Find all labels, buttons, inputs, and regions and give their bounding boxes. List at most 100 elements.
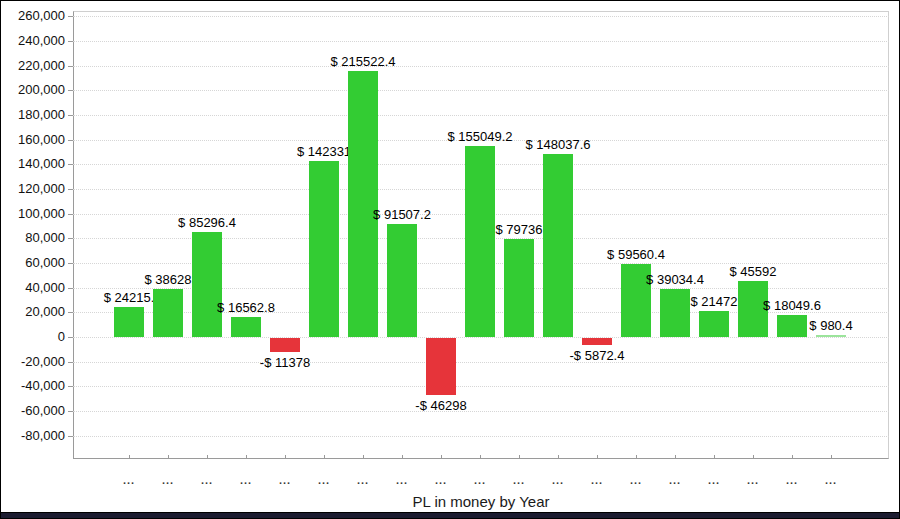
y-axis-label: 60,000 [3,256,65,270]
y-axis-label: 0 [3,330,65,344]
y-axis-tick [68,263,73,264]
bar-positive [348,71,378,337]
bar-value-label: -$ 46298 [415,398,466,413]
y-axis-tick [68,337,73,338]
x-axis-tick [129,455,130,459]
bar-positive [153,289,183,337]
x-axis-tick [636,455,637,459]
window-bottom-edge [1,512,899,518]
x-axis-tick [402,455,403,459]
x-axis-label: ... [279,475,291,485]
bar-positive [231,317,261,337]
y-axis-label: 220,000 [3,59,65,73]
y-axis-tick [68,16,73,17]
x-axis-tick [558,455,559,459]
x-axis-label: ... [825,475,837,485]
y-axis-tick [68,140,73,141]
y-axis-tick [68,189,73,190]
bar-value-label: $ 18049.6 [763,298,821,313]
y-axis-label: 120,000 [3,182,65,196]
y-axis-tick [68,66,73,67]
y-axis-tick [68,214,73,215]
bar-value-label: $ 45592 [730,264,777,279]
y-axis-tick [68,90,73,91]
y-axis-tick [68,115,73,116]
y-axis-tick [68,41,73,42]
gridline [73,90,889,91]
bar-positive [816,335,846,337]
bar-positive [192,232,222,337]
bar-positive [309,161,339,337]
bar-positive [777,315,807,337]
bar-positive [543,154,573,337]
x-axis-tick [207,455,208,459]
bar-value-label: $ 85296.4 [178,215,236,230]
bar-positive [114,307,144,337]
y-axis-tick [68,436,73,437]
y-axis-tick [68,411,73,412]
bar-value-label: $ 142331 [297,144,351,159]
bar-negative [270,338,300,352]
x-axis-label: ... [669,475,681,485]
y-axis-label: 160,000 [3,133,65,147]
bar-positive [465,146,495,337]
y-axis-label: 140,000 [3,157,65,171]
x-axis-label: ... [123,475,135,485]
x-axis-label: ... [318,475,330,485]
x-axis-tick [285,455,286,459]
x-axis-tick [831,455,832,459]
y-axis-label: -80,000 [3,429,65,443]
bar-value-label: $ 155049.2 [447,129,512,144]
x-axis-label: ... [357,475,369,485]
bar-positive [699,311,729,338]
x-axis-tick [246,455,247,459]
x-axis-tick [363,455,364,459]
bar-value-label: $ 24215. [104,290,155,305]
x-axis-tick [675,455,676,459]
x-axis-label: ... [240,475,252,485]
x-axis-label: ... [747,475,759,485]
x-axis-tick [753,455,754,459]
gridline [73,337,889,338]
x-axis-label: ... [474,475,486,485]
y-axis-tick [68,164,73,165]
chart-title: PL in money by Year [73,493,889,510]
bar-value-label: $ 980.4 [809,318,852,333]
bar-value-label: $ 38628 [145,272,192,287]
chart-window: 260,000240,000220,000200,000180,000160,0… [0,0,900,519]
x-axis-tick [792,455,793,459]
x-axis-tick [324,455,325,459]
bar-value-label: $ 21472 [691,294,738,309]
bar-positive [660,289,690,337]
bar-value-label: $ 16562.8 [217,300,275,315]
gridline [73,436,889,437]
gridline [73,66,889,67]
x-axis-label: ... [396,475,408,485]
y-axis-label: 80,000 [3,231,65,245]
y-axis-tick [68,288,73,289]
bar-value-label: $ 79736 [496,222,543,237]
bar-value-label: $ 215522.4 [330,54,395,69]
x-axis-label: ... [201,475,213,485]
y-axis-label: 40,000 [3,281,65,295]
gridline [73,386,889,387]
y-axis-label: 20,000 [3,305,65,319]
gridline [73,411,889,412]
y-axis-tick [68,312,73,313]
bar-negative [426,338,456,395]
y-axis-label: 100,000 [3,207,65,221]
bar-value-label: $ 91507.2 [373,207,431,222]
bar-negative [582,338,612,345]
gridline [73,115,889,116]
bar-positive [504,239,534,337]
y-axis-tick [68,362,73,363]
y-axis-label: -60,000 [3,404,65,418]
x-axis-label: ... [513,475,525,485]
y-axis-label: 180,000 [3,108,65,122]
bar-value-label: $ 39034.4 [646,272,704,287]
x-axis-label: ... [708,475,720,485]
bar-positive [387,224,417,337]
gridline [73,41,889,42]
y-axis-label: 240,000 [3,34,65,48]
x-axis-tick [519,455,520,459]
